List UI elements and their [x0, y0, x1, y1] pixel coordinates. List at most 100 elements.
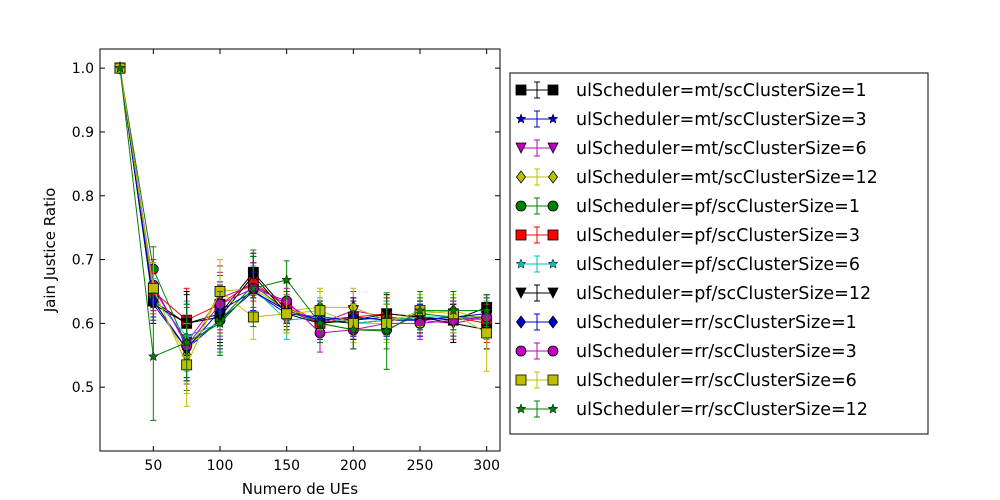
legend-label: ulScheduler=rr/scClusterSize=6	[576, 371, 857, 391]
legend-entry: ulScheduler=pf/scClusterSize=12	[515, 284, 871, 304]
legend-label: ulScheduler=mt/scClusterSize=6	[576, 139, 867, 159]
x-tick-label: 50	[144, 458, 162, 474]
x-tick-label: 150	[273, 458, 300, 474]
data-point	[481, 304, 493, 316]
data-point	[347, 324, 359, 335]
legend-entry: ulScheduler=rr/scClusterSize=1	[516, 313, 857, 333]
y-tick-label: 0.7	[72, 253, 94, 269]
series-11	[114, 62, 493, 407]
legend-entry: ulScheduler=mt/scClusterSize=3	[515, 110, 867, 130]
legend-marker	[515, 142, 527, 154]
legend-marker	[515, 258, 527, 269]
series-line	[119, 68, 487, 367]
x-tick-label: 300	[473, 458, 500, 474]
series-line	[119, 68, 487, 347]
legend-marker	[548, 315, 558, 329]
data-point	[247, 282, 259, 293]
y-tick-label: 0.6	[72, 316, 94, 332]
series-line	[119, 68, 487, 350]
legend-marker	[547, 258, 559, 269]
data-point	[147, 350, 159, 362]
data-point	[447, 304, 459, 316]
legend-entry: ulScheduler=pf/scClusterSize=3	[515, 226, 860, 246]
y-tick-label: 1.0	[72, 61, 94, 77]
series-7	[114, 62, 493, 372]
data-point	[181, 336, 193, 348]
legend-marker	[547, 287, 559, 299]
x-tick-label: 250	[407, 458, 434, 474]
legend-label: ulScheduler=mt/scClusterSize=12	[576, 168, 878, 188]
data-point	[114, 62, 126, 73]
data-point	[214, 317, 226, 328]
legend-label: ulScheduler=rr/scClusterSize=1	[576, 313, 857, 333]
data-point	[314, 317, 326, 328]
axes-frame	[99, 48, 501, 452]
data-point	[414, 304, 426, 316]
legend-marker	[516, 315, 526, 329]
series-9	[115, 61, 492, 382]
legend: ulScheduler=mt/scClusterSize=1 ulSchedule…	[509, 72, 929, 435]
legend-entry: ulScheduler=rr/scClusterSize=3	[515, 342, 857, 362]
data-point	[281, 274, 293, 285]
legend-label: ulScheduler=rr/scClusterSize=12	[576, 400, 868, 420]
legend-marker	[516, 170, 526, 184]
legend-marker	[515, 229, 527, 241]
series-5	[114, 62, 493, 391]
plot-area	[114, 61, 493, 421]
series-line	[119, 68, 487, 337]
legend-marker	[515, 374, 527, 386]
legend-entry: ulScheduler=rr/scClusterSize=6	[515, 371, 857, 391]
legend-marker	[515, 200, 527, 212]
x-axis-label: Numero de UEs	[242, 480, 358, 498]
series-line	[119, 68, 487, 357]
legend-marker	[547, 229, 559, 241]
legend-entry: ulScheduler=rr/scClusterSize=12	[515, 400, 868, 420]
series-3	[114, 62, 493, 382]
legend-entry: ulScheduler=pf/scClusterSize=6	[515, 255, 860, 275]
legend-marker	[515, 113, 527, 124]
legend-label: ulScheduler=pf/scClusterSize=3	[576, 226, 860, 246]
y-tick-label: 0.5	[72, 380, 94, 396]
series-line	[119, 68, 487, 324]
legend-marker	[547, 84, 559, 96]
y-tick-label: 0.9	[72, 125, 94, 141]
series-12	[114, 62, 493, 421]
legend-box	[509, 72, 929, 435]
legend-marker	[547, 403, 559, 414]
legend-marker	[515, 345, 527, 357]
legend-label: ulScheduler=rr/scClusterSize=3	[576, 342, 857, 362]
legend-label: ulScheduler=pf/scClusterSize=12	[576, 284, 871, 304]
x-tick-label: 200	[340, 458, 367, 474]
data-point	[281, 308, 293, 320]
series-line	[119, 68, 487, 358]
axes: 50 100 150 200 250 300 0.5 0.6 0.7 0.8 0.9 1.0	[72, 48, 501, 474]
x-tick-label: 100	[207, 458, 234, 474]
series-line	[119, 68, 487, 331]
legend-marker	[547, 374, 559, 386]
data-point	[381, 325, 393, 336]
series-line	[119, 68, 487, 324]
series-10	[114, 62, 493, 385]
legend-marker	[515, 287, 527, 299]
series-4	[115, 61, 492, 395]
legend-label: ulScheduler=mt/scClusterSize=3	[576, 110, 867, 130]
legend-marker	[547, 200, 559, 212]
legend-marker	[547, 142, 559, 154]
legend-entry: ulScheduler=pf/scClusterSize=1	[515, 197, 860, 217]
data-point	[147, 282, 159, 294]
y-axis-label: Jain Justice Ratio	[41, 188, 59, 314]
legend-marker	[515, 403, 527, 414]
legend-marker	[515, 84, 527, 96]
legend-entry: ulScheduler=mt/scClusterSize=6	[515, 139, 867, 159]
legend-label: ulScheduler=pf/scClusterSize=1	[576, 197, 860, 217]
y-tick-label: 0.8	[72, 189, 94, 205]
legend-label: ulScheduler=pf/scClusterSize=6	[576, 255, 860, 275]
legend-label: ulScheduler=mt/scClusterSize=1	[576, 81, 867, 101]
legend-marker	[547, 113, 559, 124]
legend-entry: ulScheduler=mt/scClusterSize=1	[515, 81, 867, 101]
series-line	[119, 68, 487, 347]
legend-marker	[547, 345, 559, 357]
legend-entry: ulScheduler=mt/scClusterSize=12	[516, 168, 878, 188]
series-line	[119, 68, 487, 350]
